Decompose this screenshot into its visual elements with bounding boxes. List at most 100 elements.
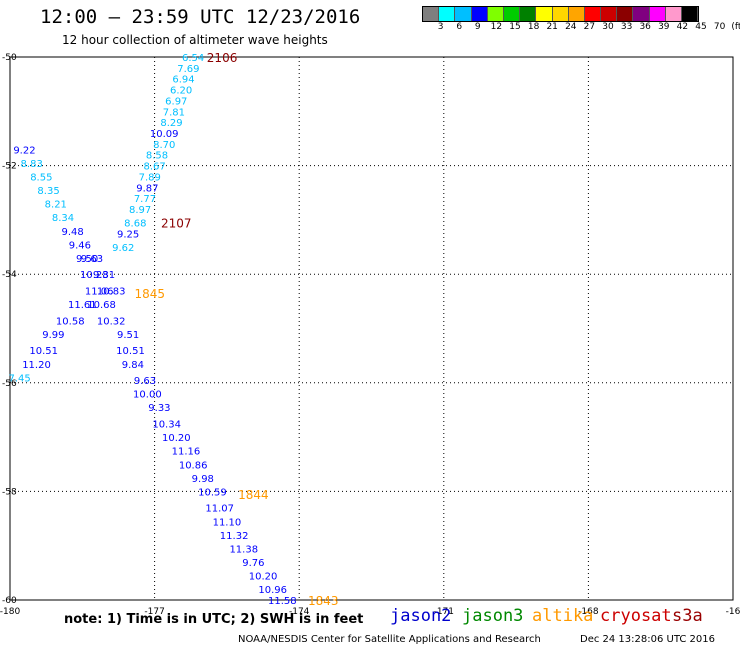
wave-height-label: 9.22 [13,145,35,156]
wave-height-label: 9.46 [69,240,91,251]
color-scale-label: 12 [490,22,503,32]
wave-height-label: 8.34 [52,213,74,224]
wave-height-label: 7.89 [139,172,161,183]
wave-height-label: 10.00 [133,390,162,401]
wave-height-label: 10.09 [150,129,179,140]
color-scale-label: 21 [546,22,558,32]
color-scale-label: 18 [527,22,540,32]
pass-time-label: 1843 [308,594,339,608]
wave-height-label: 8.67 [143,162,165,173]
x-tick-label: -180 [0,607,20,617]
wave-height-label: 9.48 [62,227,84,238]
y-tick-label: -56 [2,379,17,389]
color-swatch [633,7,650,21]
wave-height-label: 9.87 [136,183,158,194]
wave-height-label: 6.97 [165,96,187,107]
wave-height-label: 11.06 [85,286,114,297]
pass-time-label: 1844 [238,488,269,502]
wave-height-label: 9.62 [112,243,134,254]
wave-height-label: 7.69 [177,64,199,75]
color-scale-label: 3 [437,22,444,32]
wave-height-label: 10.51 [116,346,145,357]
wave-height-label: 10.23 [80,270,109,281]
color-scale-label: 33 [620,22,633,32]
wave-height-label: 10.96 [258,585,287,596]
wave-height-label: 10.51 [29,346,58,357]
color-swatch [536,7,553,21]
wave-height-label: 9.50 [76,254,98,265]
wave-height-label: 10.32 [97,316,126,327]
wave-height-label: 11.16 [172,447,201,458]
wave-height-label: 7.81 [163,107,185,118]
wave-height-label: 10.59 [198,487,227,498]
y-tick-label: -58 [2,487,17,497]
wave-height-label: 10.20 [249,572,278,583]
color-scale-bar [422,6,700,22]
y-tick-label: -52 [2,162,17,172]
wave-height-label: 9.99 [42,330,64,341]
wave-height-label: 11.32 [220,531,249,542]
wave-height-label: 9.76 [242,558,264,569]
footer-credit: NOAA/NESDIS Center for Satellite Applica… [238,634,541,645]
y-tick-label: -60 [2,596,17,606]
color-scale-label: 42 [676,22,689,32]
color-scale-label: 15 [509,22,521,32]
color-swatch [503,7,521,21]
wave-height-label: 7.45 [9,373,31,384]
color-scale-label: 6 [456,22,463,32]
wave-height-label: 8.29 [160,118,182,129]
units-note: note: 1) Time is in UTC; 2) SWH is in fe… [64,612,364,627]
color-swatch [649,7,666,21]
color-swatch [665,7,682,21]
wave-height-label: 6.20 [170,86,192,97]
x-tick-label: -171 [434,607,454,617]
satellite-legend-item: jason3 [462,606,524,626]
wave-height-label: 11.38 [229,544,258,555]
pass-time-label: 2106 [207,51,238,65]
wave-height-label: 9.84 [122,360,144,371]
color-swatch [487,7,504,21]
wave-height-label: 6.94 [172,75,194,86]
color-scale-label: 27 [583,22,596,32]
y-tick-label: -54 [2,270,17,280]
color-swatch [682,7,699,21]
color-scale-label: (ft) [731,22,740,32]
color-swatch [552,7,569,21]
wave-height-label: 9.63 [81,254,103,265]
pass-time-label: 2107 [161,217,192,231]
x-tick-label: -16 [726,607,740,617]
wave-height-label: 11.07 [205,504,234,515]
y-tick-label: -50 [2,53,17,63]
color-swatch [601,7,618,21]
wave-height-label: 8.70 [153,140,175,151]
wave-height-label: 10.20 [162,433,191,444]
satellite-legend-item: cryosat [600,606,672,626]
color-scale-label: 39 [658,22,670,32]
color-scale-label: 36 [639,22,651,32]
color-scale-label: 24 [565,22,577,32]
wave-height-label: 11.20 [22,360,51,371]
wave-height-label: 8.97 [129,205,151,216]
wave-height-label: 8.68 [124,219,146,230]
wave-height-label: 10.34 [152,420,181,431]
color-swatch [455,7,472,21]
wave-height-label: 10.68 [87,300,116,311]
satellite-legend-item: s3a [672,606,703,626]
color-swatch [439,7,456,21]
wave-height-label: 8.35 [37,186,59,197]
wave-height-label: 7.77 [134,194,156,205]
x-tick-label: -177 [144,607,164,617]
color-scale-label: 45 [695,22,707,32]
wave-height-label: 8.55 [30,172,52,183]
pass-time-label: 1845 [135,287,166,301]
color-swatch [617,7,634,21]
color-scale-label: 30 [602,22,614,32]
wave-height-label: 9.63 [134,376,156,387]
wave-height-label: 11.58 [268,596,297,607]
color-swatch [520,7,537,21]
color-swatch [423,7,440,21]
wave-height-label: 8.83 [21,159,43,170]
color-scale-label: 9 [474,22,481,32]
